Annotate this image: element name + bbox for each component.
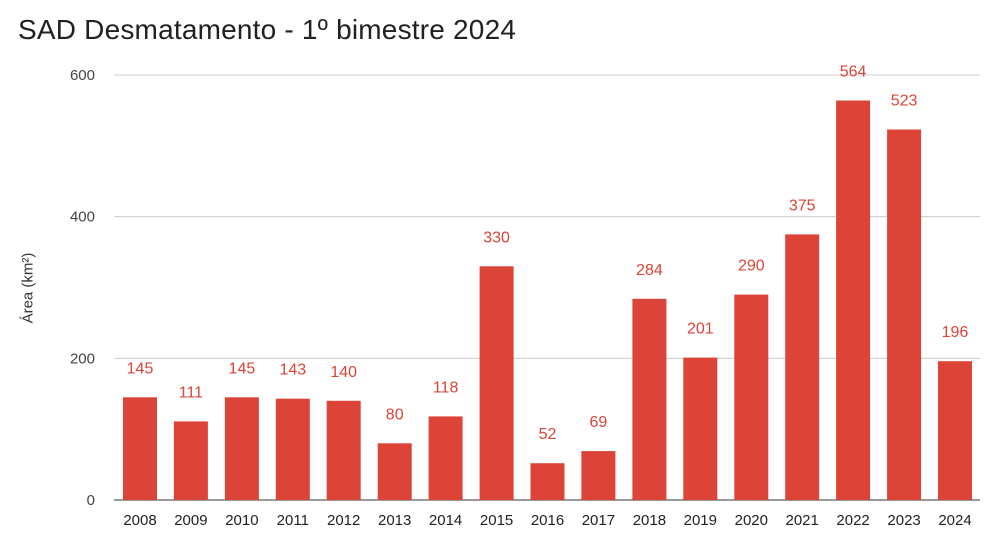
data-label-2021: 375 — [789, 197, 816, 214]
x-tick-label: 2019 — [684, 512, 717, 529]
y-tick-label: 600 — [70, 67, 95, 84]
bars — [123, 100, 972, 501]
data-label-2013: 80 — [386, 406, 404, 423]
x-tick-label: 2016 — [531, 512, 564, 529]
bar-2016 — [530, 463, 565, 500]
x-tick-label: 2014 — [429, 512, 462, 529]
bar-2011 — [275, 398, 310, 500]
x-tick-label: 2011 — [277, 512, 309, 529]
bar-2020 — [734, 294, 769, 500]
x-tick-label: 2020 — [735, 512, 768, 529]
bar-2012 — [326, 400, 361, 500]
data-label-2015: 330 — [483, 229, 510, 246]
x-tick-label: 2023 — [887, 512, 920, 529]
x-tick-label: 2013 — [378, 512, 411, 529]
data-label-2008: 145 — [127, 360, 154, 377]
x-tick-label: 2012 — [327, 512, 360, 529]
data-labels: 145 111 145 143 140 80 118 330 52 69 284 201 290 375 5… — [127, 64, 969, 444]
data-label-2009: 111 — [179, 384, 203, 401]
x-tick-label: 2022 — [836, 512, 869, 529]
x-tick-label: 2010 — [225, 512, 258, 529]
data-label-2022: 564 — [840, 64, 867, 81]
bar-2019 — [683, 357, 718, 500]
bar-2023 — [887, 129, 922, 500]
data-label-2023: 523 — [891, 93, 918, 110]
bar-2013 — [377, 443, 412, 500]
x-tick-label: 2017 — [582, 512, 615, 529]
bar-2008 — [123, 397, 157, 500]
data-label-2014: 118 — [433, 379, 459, 396]
data-label-2012: 140 — [330, 364, 357, 381]
data-label-2010: 145 — [229, 360, 256, 377]
bar-2014 — [428, 416, 463, 500]
chart-title: SAD Desmatamento - 1º bimestre 2024 — [18, 14, 517, 45]
x-tick-label: 2008 — [123, 512, 156, 529]
bar-2018 — [632, 298, 667, 500]
bar-2022 — [836, 100, 871, 500]
y-tick-label: 0 — [87, 492, 95, 509]
x-tick-label: 2015 — [480, 512, 513, 529]
bar-2015 — [479, 266, 514, 501]
x-tick-label: 2021 — [786, 512, 819, 529]
bar-2021 — [785, 234, 820, 500]
y-tick-label: 200 — [70, 350, 95, 367]
data-label-2017: 69 — [590, 414, 608, 431]
data-label-2018: 284 — [636, 262, 663, 279]
bar-2010 — [224, 397, 259, 500]
bar-2009 — [173, 421, 208, 500]
x-tick-label: 2018 — [633, 512, 666, 529]
bar-2024 — [938, 361, 972, 500]
y-axis-ticks: 0 200 400 600 — [70, 67, 95, 509]
data-label-2020: 290 — [738, 258, 765, 275]
y-tick-label: 400 — [70, 209, 95, 226]
x-tick-label: 2009 — [174, 512, 207, 529]
data-label-2019: 201 — [687, 321, 714, 338]
bar-2017 — [581, 451, 616, 500]
data-label-2011: 143 — [279, 362, 306, 379]
x-axis-ticks: 2008 2009 2010 2011 2012 2013 2014 2015 2016 2017… — [123, 512, 971, 529]
x-tick-label: 2024 — [938, 512, 971, 529]
data-label-2016: 52 — [539, 426, 557, 443]
data-label-2024: 196 — [942, 324, 969, 341]
